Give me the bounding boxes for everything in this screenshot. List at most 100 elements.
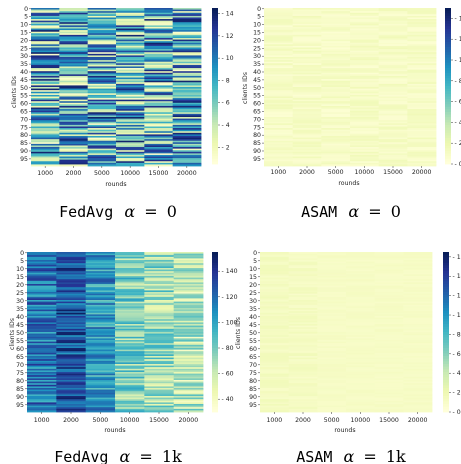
heatmap-cell <box>378 93 408 96</box>
heatmap-cell <box>321 109 351 112</box>
heatmap-cell <box>144 36 174 39</box>
heatmap-cell <box>116 80 145 83</box>
heatmap-cell <box>27 300 57 302</box>
colorbar-segment <box>445 156 451 160</box>
heatmap-cell <box>374 260 404 262</box>
heatmap-cell <box>260 344 290 347</box>
heatmap-cell <box>407 69 437 72</box>
heatmap-cell <box>59 88 89 91</box>
heatmap-cell <box>288 391 318 394</box>
heatmap-cell <box>292 105 322 108</box>
heatmap-cell <box>288 304 318 307</box>
colorbar-segment <box>212 337 218 341</box>
heatmap-cell <box>378 22 408 25</box>
heatmap-cell <box>172 107 202 110</box>
heatmap-cell <box>321 156 351 159</box>
heatmap-cell <box>288 282 318 285</box>
heatmap-cell <box>374 314 404 317</box>
heatmap-cell <box>292 25 322 28</box>
heatmap-cell <box>172 45 202 48</box>
colorbar-segment <box>212 340 218 344</box>
heatmap-cell <box>59 98 89 101</box>
heatmap-cell <box>317 271 347 274</box>
heatmap-cell <box>374 362 404 365</box>
y-tick-label: 95 <box>253 156 261 163</box>
heatmap-cell <box>172 143 202 146</box>
heatmap-cell <box>173 285 204 288</box>
heatmap-cell <box>292 33 322 36</box>
heatmap-cell <box>31 80 60 83</box>
heatmap-cell <box>173 272 204 275</box>
heatmap-cell <box>407 109 437 112</box>
heatmap-cell <box>321 131 351 134</box>
heatmap-cell <box>144 320 175 323</box>
heatmap-cell <box>59 105 89 108</box>
heatmap-cell <box>374 285 404 288</box>
heatmap-cell <box>27 394 57 397</box>
heatmap-cell <box>378 75 408 78</box>
heatmap-cell <box>346 328 376 331</box>
heatmap-cell <box>85 272 116 275</box>
heatmap-cell <box>56 336 87 339</box>
heatmap-cell <box>346 266 376 269</box>
heatmap-cell <box>407 90 437 93</box>
heatmap-cell <box>85 255 116 258</box>
heatmap-cell <box>317 303 347 306</box>
heatmap-cell <box>260 400 290 403</box>
heatmap-cell <box>56 293 87 296</box>
heatmap-cell <box>85 357 116 360</box>
heatmap-cell <box>27 336 57 339</box>
heatmap-cell <box>27 362 57 365</box>
heatmap-cell <box>144 34 174 37</box>
heatmap-cell <box>85 356 116 358</box>
heatmap-cell <box>173 357 204 360</box>
heatmap-cell <box>260 320 290 323</box>
heatmap-cell <box>317 284 347 286</box>
heatmap-cell <box>56 356 87 358</box>
colorbar-segment <box>212 80 218 84</box>
heatmap-cell <box>31 12 60 15</box>
heatmap-cell <box>173 405 204 408</box>
x-tick-label: 10000 <box>354 169 374 176</box>
heatmap-cell <box>346 298 376 301</box>
heatmap-cell <box>346 384 376 387</box>
heatmap-cell <box>172 36 202 39</box>
heatmap-cell <box>264 140 294 143</box>
y-tick-label: 45 <box>16 322 24 329</box>
heatmap-cell <box>87 126 117 129</box>
heatmap-cell <box>346 261 376 264</box>
heatmap-cell <box>27 359 57 362</box>
heatmap-cell <box>346 260 376 262</box>
heatmap-cell <box>317 376 347 379</box>
heatmap-cell <box>172 135 202 138</box>
heatmap-cell <box>350 96 380 99</box>
heatmap-cell <box>378 147 408 150</box>
heatmap-cell <box>407 110 437 113</box>
heatmap-cell <box>87 118 117 121</box>
heatmap-cell <box>350 9 380 12</box>
heatmap-cell <box>374 391 404 394</box>
heatmap-cell <box>407 91 437 94</box>
heatmap-cell <box>260 338 290 341</box>
colorbar-segment <box>443 318 449 322</box>
heatmap-cell <box>378 55 408 58</box>
heatmap-cell <box>321 23 351 26</box>
heatmap-cell <box>173 352 204 355</box>
colorbar-segment <box>212 366 218 370</box>
heatmap-cell <box>288 319 318 322</box>
heatmap-cell <box>173 389 204 392</box>
heatmap-cell <box>56 338 87 341</box>
colorbar-segment <box>443 297 449 301</box>
heatmap-cell <box>85 376 116 379</box>
heatmap-cell <box>85 277 116 280</box>
heatmap-cell <box>59 9 89 12</box>
heatmap-cell <box>346 280 376 283</box>
heatmap-cell <box>378 145 408 148</box>
y-tick-label: 75 <box>20 124 28 131</box>
heatmap-cell <box>264 50 294 53</box>
heatmap-cell <box>350 120 380 123</box>
heatmap-cell <box>85 392 116 395</box>
heatmap-cell <box>288 276 318 278</box>
heatmap-cell <box>144 109 174 112</box>
